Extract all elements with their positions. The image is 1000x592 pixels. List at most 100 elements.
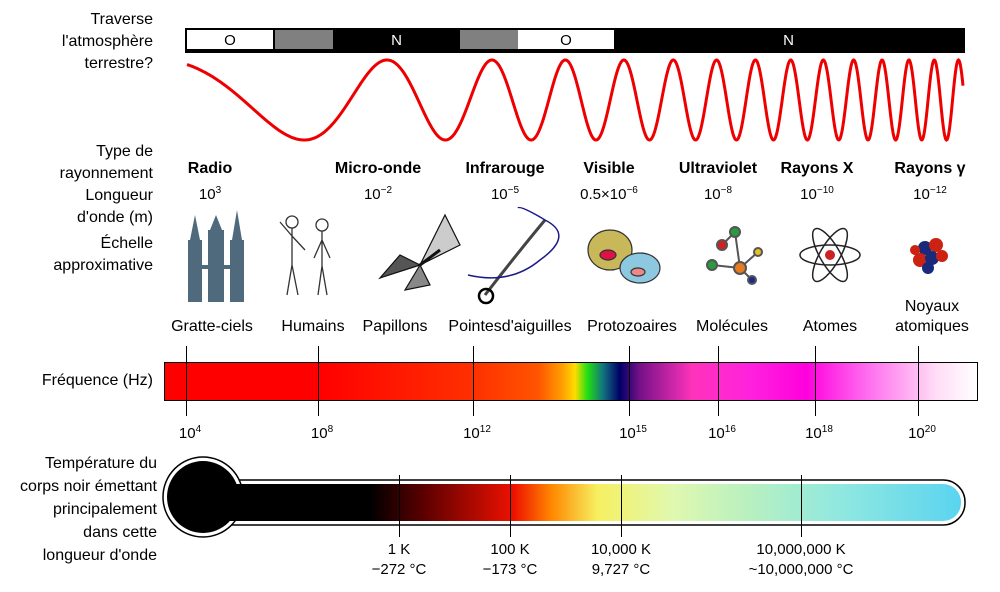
frequency-tick-label: 1012	[463, 424, 491, 442]
thermometer-bulb	[167, 461, 239, 533]
label-line: rayonnement	[59, 165, 153, 182]
label-line: principalement	[52, 501, 157, 518]
wavelength-exponent: 3	[215, 185, 222, 196]
tick-exponent: 20	[924, 424, 936, 435]
tick-base: 10	[463, 425, 480, 442]
band-wavelength: 103	[199, 185, 221, 203]
frequency-tick-label: 1016	[708, 424, 736, 442]
label-line: terrestre?	[84, 55, 153, 72]
label-line: d'onde (m)	[77, 209, 153, 226]
tick-base: 10	[310, 425, 328, 442]
wavelength-base: 10	[913, 186, 930, 203]
band-type: Radio	[187, 160, 233, 177]
label-line: Longueur	[85, 187, 153, 204]
frequency-tick-label: 108	[311, 424, 333, 442]
temperature-tick-label: 10,000 K 9,727 °C	[591, 540, 651, 580]
tick-base: 10	[708, 425, 725, 442]
tick-base: 10	[908, 425, 925, 442]
temperature-kelvin: 10,000 K	[590, 541, 652, 558]
band-wavelength: 10−5	[491, 185, 519, 203]
butterfly-icon	[378, 213, 461, 291]
band-wavelength: 10−2	[364, 185, 392, 203]
wavelength-exponent: −12	[929, 185, 947, 196]
thermometer	[162, 456, 966, 538]
band-type: Rayons γ	[894, 160, 966, 177]
frequency-label: Fréquence (Hz)	[41, 372, 153, 389]
band-wavelength: 10−8	[704, 185, 732, 203]
tick-base: 10	[805, 425, 822, 442]
temperature-tick	[399, 475, 400, 537]
label-line: Type de	[96, 143, 153, 160]
atmosphere-segment: N	[614, 30, 963, 49]
wave-graphic	[186, 58, 965, 142]
temperature-tick-label: 1 K −272 °C	[372, 540, 427, 580]
tick-exponent: 12	[479, 424, 491, 435]
scale-object-label: Noyaux atomiques	[895, 298, 969, 335]
nucleus-icon	[910, 238, 948, 274]
temperature-tick-label: 100 K −173 °C	[483, 540, 538, 580]
frequency-tick	[718, 346, 719, 416]
label-line: corps noir émettant	[20, 478, 157, 495]
tick-exponent: 18	[821, 424, 833, 435]
wavelength-label: Longueur d'onde (m)	[77, 185, 153, 229]
wavelength-base: 10	[490, 186, 508, 203]
wavelength-base: 10	[703, 186, 721, 203]
humans-icon	[279, 215, 331, 296]
wavelength-exponent: −6	[626, 185, 638, 196]
atmosphere-segment	[460, 30, 518, 49]
type-label: Type de rayonnement	[60, 141, 153, 185]
tick-base: 10	[619, 425, 636, 442]
label-line: Température du	[44, 455, 157, 472]
temperature-tick	[801, 475, 802, 537]
frequency-tick	[815, 346, 816, 416]
frequency-tick-label: 1018	[805, 424, 833, 442]
tick-exponent: 8	[327, 424, 334, 435]
temperature-kelvin: 10,000,000 K	[756, 541, 846, 558]
label-line: longueur d'onde	[42, 547, 157, 564]
scale-object-label: Papillons	[362, 318, 428, 335]
frequency-tick	[318, 346, 319, 416]
scale-object-label: Pointesd'aiguilles	[448, 318, 572, 335]
temperature-kelvin: 100 K	[490, 541, 530, 558]
wavelength-base: 10	[363, 186, 381, 203]
tick-exponent: 15	[635, 424, 647, 435]
protozoa-icon	[587, 229, 661, 284]
scale-object-label: Gratte-ciels	[171, 318, 253, 335]
wavelength-exponent: −8	[720, 185, 733, 196]
scale-object-label: Atomes	[802, 318, 858, 335]
tick-exponent: 4	[195, 424, 202, 435]
molecule-icon	[706, 226, 763, 285]
scale-icons	[188, 206, 948, 305]
frequency-tick	[186, 346, 187, 416]
frequency-bar	[164, 362, 978, 401]
label-line: Échelle	[100, 235, 153, 252]
wavelength-exponent: −5	[507, 185, 520, 196]
wavelength-exponent: −10	[816, 185, 834, 196]
atom-icon	[799, 227, 861, 283]
temperature-celsius: −173 °C	[482, 561, 538, 578]
band-wavelength: 10−10	[800, 185, 834, 203]
band-type: Ultraviolet	[678, 160, 758, 177]
temperature-celsius: ~10,000,000 °C	[748, 561, 854, 578]
frequency-tick	[629, 346, 630, 416]
temperature-label: Température du corps noir émettant princ…	[20, 452, 157, 567]
tick-base: 10	[178, 425, 196, 442]
band-type: Infrarouge	[465, 160, 545, 177]
frequency-tick-label: 1020	[908, 424, 936, 442]
skyscrapers-icon	[188, 210, 244, 302]
scale-object-label: Protozoaires	[587, 318, 677, 335]
temperature-celsius: −272 °C	[371, 561, 427, 578]
frequency-tick	[918, 346, 919, 416]
band-type: Rayons X	[780, 160, 854, 177]
atmosphere-label: Traverse l'atmosphère terrestre?	[62, 9, 153, 75]
band-type: Micro-onde	[334, 160, 422, 177]
frequency-tick-label: 1015	[619, 424, 647, 442]
scale-label: Échelle approximative	[53, 233, 153, 277]
temperature-tick-label: 10,000,000 K ~10,000,000 °C	[749, 540, 854, 580]
wavelength-exponent: −2	[380, 185, 393, 196]
label-line: approximative	[53, 257, 153, 274]
temperature-celsius: 9,727 °C	[591, 561, 651, 578]
wavelength-base: 10	[198, 186, 216, 203]
wavelength-base: 0.5×10	[580, 186, 627, 203]
